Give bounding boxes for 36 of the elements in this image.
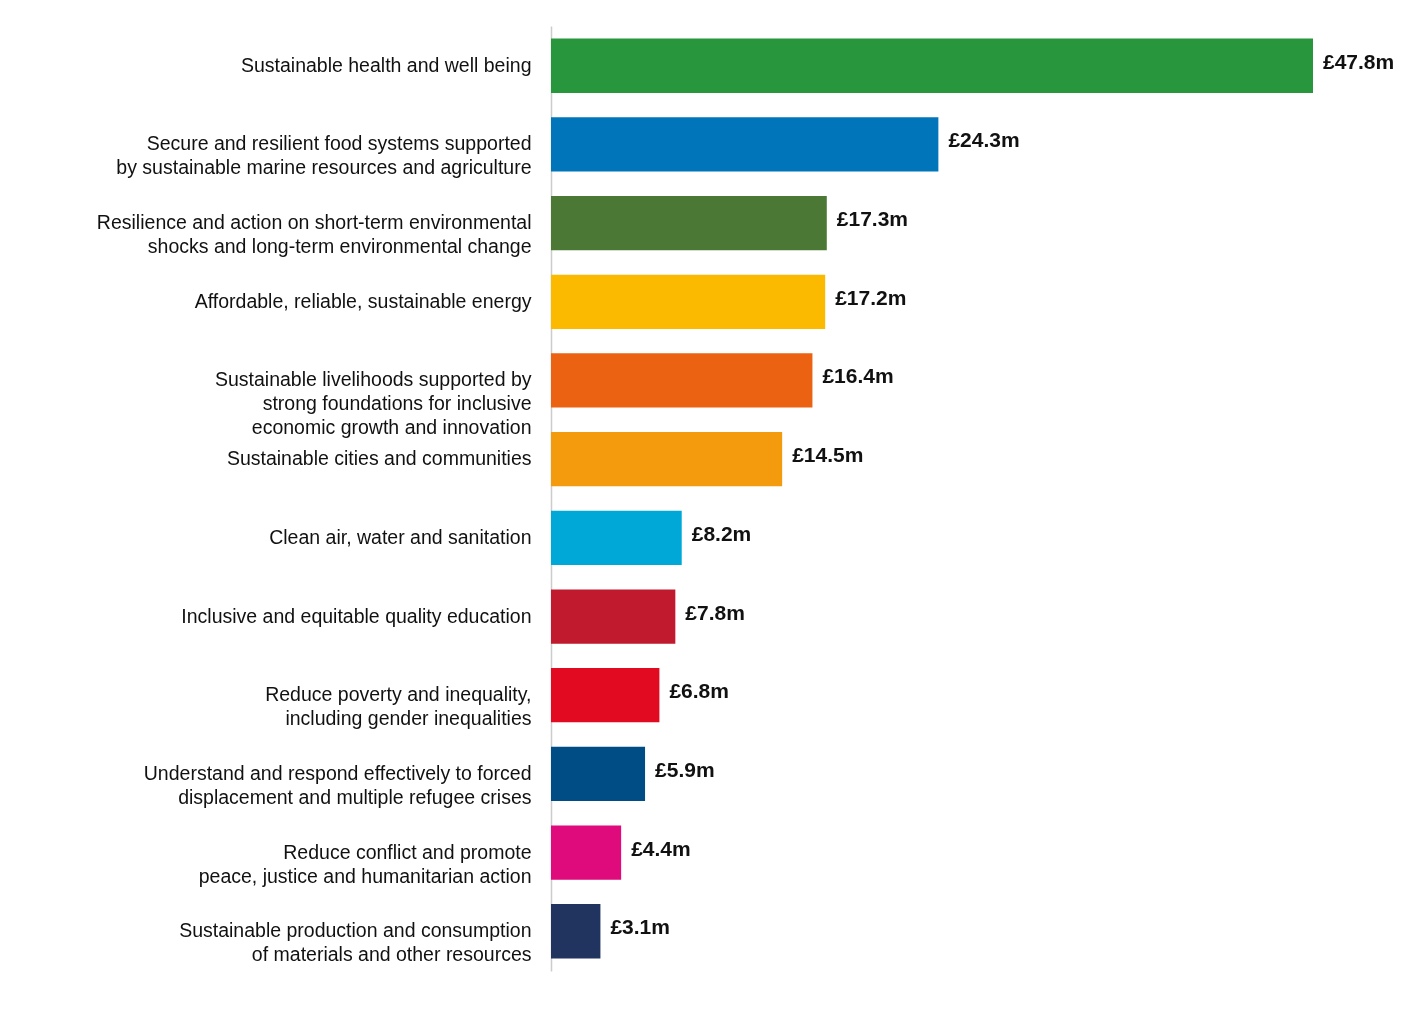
bar: [551, 825, 622, 880]
y-tick-label: Sustainable production and consumption of materials and other resources: [179, 919, 532, 966]
bar: [551, 195, 827, 251]
bar: [551, 668, 660, 723]
data-label: £4.4m: [631, 836, 691, 860]
y-tick-label: Inclusive and equitable quality education: [181, 604, 532, 627]
bar: [551, 117, 939, 172]
bar: [551, 904, 601, 959]
y-tick-label: Sustainable cities and communities: [226, 447, 532, 470]
bar: [551, 746, 646, 802]
y-tick-label: Secure and resilient food systems supported by sustainable marine resources and agriculture: [116, 132, 532, 179]
data-label: £47.8m: [1323, 49, 1395, 73]
y-tick-label: Sustainable health and well being: [240, 53, 532, 76]
bar: [551, 353, 813, 408]
bar: [551, 432, 783, 487]
y-tick-label: Sustainable livelihoods supported by strong foundations for inclusive economic growth and innovation: [214, 368, 532, 439]
data-label: £8.2m: [691, 521, 752, 545]
data-label: £3.1m: [610, 915, 670, 939]
y-tick-label: Affordable, reliable, sustainable energy: [194, 289, 532, 312]
data-label: £14.5m: [792, 443, 864, 467]
y-tick-label: Understand and respond effectively to forced displacement and multiple refugee crises: [143, 761, 532, 808]
data-label: £17.2m: [835, 285, 907, 309]
y-tick-label: Clean air, water and sanitation: [269, 525, 532, 548]
y-tick-label: Reduce conflict and promote peace, justice and humanitarian action: [198, 840, 532, 887]
bar: [551, 510, 682, 565]
data-label: £17.3m: [836, 207, 909, 231]
bar: [551, 38, 1313, 93]
bar: [551, 589, 676, 644]
data-label: £16.4m: [822, 364, 894, 388]
y-tick-label: Resilience and action on short-term environmental shocks and long-term environmental change: [96, 211, 532, 258]
y-tick-label: Reduce poverty and inequality, including gender inequalities: [265, 683, 532, 730]
data-label: £7.8m: [685, 600, 745, 624]
data-label: £5.9m: [655, 757, 715, 781]
data-label: £6.8m: [669, 679, 729, 703]
data-label: £24.3m: [948, 128, 1020, 152]
bar: [551, 274, 826, 329]
